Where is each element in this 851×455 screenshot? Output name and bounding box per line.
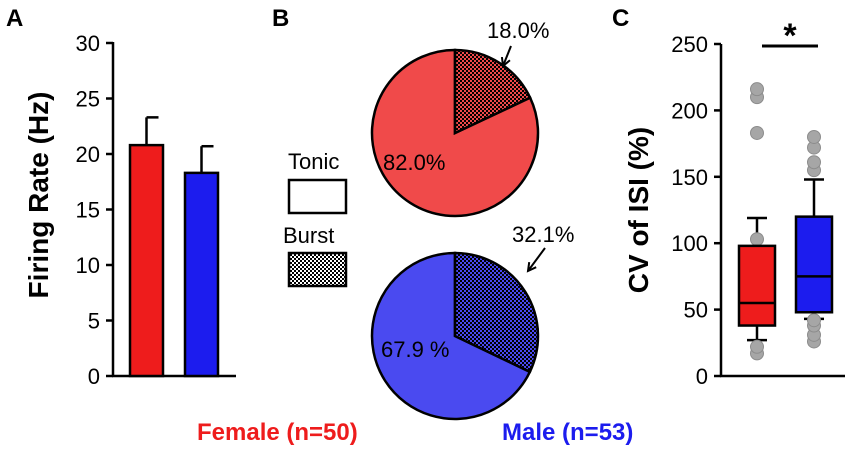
pie-arrow-female bbox=[502, 45, 512, 67]
pie-arrow-head-male bbox=[526, 261, 537, 273]
legend-swatch-tonic bbox=[287, 178, 348, 215]
panel-a-bar-female bbox=[128, 143, 165, 378]
group-label-male: Male (n=53) bbox=[502, 419, 633, 446]
box-outlier-female bbox=[750, 232, 764, 247]
box-female bbox=[737, 244, 777, 327]
panel-a-tick-label: 15 bbox=[76, 198, 100, 223]
box-outlier-male bbox=[807, 313, 821, 328]
pie-label-burst-female: 18.0% bbox=[487, 18, 549, 43]
box-outlier-male bbox=[807, 129, 821, 144]
panel-a-tick-label: 30 bbox=[76, 31, 100, 56]
panel-b-pie-charts: 82.0% 18.0% 67.9 % 32.1% Tonic Burst bbox=[283, 18, 574, 421]
box-male bbox=[794, 215, 834, 314]
legend-label-burst: Burst bbox=[283, 223, 334, 248]
panel-c-y-axis-label: CV of ISI (%) bbox=[623, 127, 654, 293]
pie-label-tonic-male: 67.9 % bbox=[381, 337, 450, 362]
pie-slice-burst-female bbox=[453, 48, 532, 135]
panel-c-tick-label: 100 bbox=[671, 231, 708, 256]
pie-arrow-head-female bbox=[500, 56, 511, 68]
panel-a-tick-label: 0 bbox=[88, 364, 100, 389]
box-outlier-female bbox=[750, 125, 764, 140]
panel-a-tick-label: 25 bbox=[76, 87, 100, 112]
box-outlier-female bbox=[750, 82, 764, 97]
panel-c-box-plot: CV of ISI (%) 0 50 100 150 200 250 * bbox=[623, 17, 845, 389]
legend-swatch-burst bbox=[287, 251, 348, 288]
significance-star: * bbox=[783, 17, 797, 55]
panel-a-tick-label: 20 bbox=[76, 142, 100, 167]
panel-c-tick-label: 0 bbox=[696, 364, 708, 389]
panel-c-tick-label: 200 bbox=[671, 98, 708, 123]
pie-slice-tonic-male bbox=[370, 251, 532, 421]
panel-a-bar-male bbox=[183, 171, 220, 378]
pie-slice-burst-male bbox=[453, 251, 540, 374]
pie-arrow-male bbox=[527, 247, 546, 272]
pie-label-tonic-female: 82.0% bbox=[383, 150, 445, 175]
box-outlier-male bbox=[807, 155, 821, 170]
panel-c-tick-label: 150 bbox=[671, 165, 708, 190]
panel-a-bar-chart: Firing Rate (Hz) 0 5 10 15 20 25 30 bbox=[23, 31, 236, 389]
group-label-female: Female (n=50) bbox=[197, 419, 358, 446]
legend-label-tonic: Tonic bbox=[288, 149, 339, 174]
panel-c-tick-label: 250 bbox=[671, 32, 708, 57]
pie-label-burst-male: 32.1% bbox=[512, 222, 574, 247]
panel-c-tick-label: 50 bbox=[684, 298, 708, 323]
panel-letter-c: C bbox=[612, 5, 629, 32]
box-outlier-female bbox=[750, 339, 764, 354]
panel-a-tick-label: 10 bbox=[76, 253, 100, 278]
panel-letter-a: A bbox=[6, 5, 23, 32]
panel-a-y-axis-label: Firing Rate (Hz) bbox=[23, 92, 54, 299]
panel-letter-b: B bbox=[272, 5, 289, 32]
panel-a-tick-label: 5 bbox=[88, 309, 100, 334]
